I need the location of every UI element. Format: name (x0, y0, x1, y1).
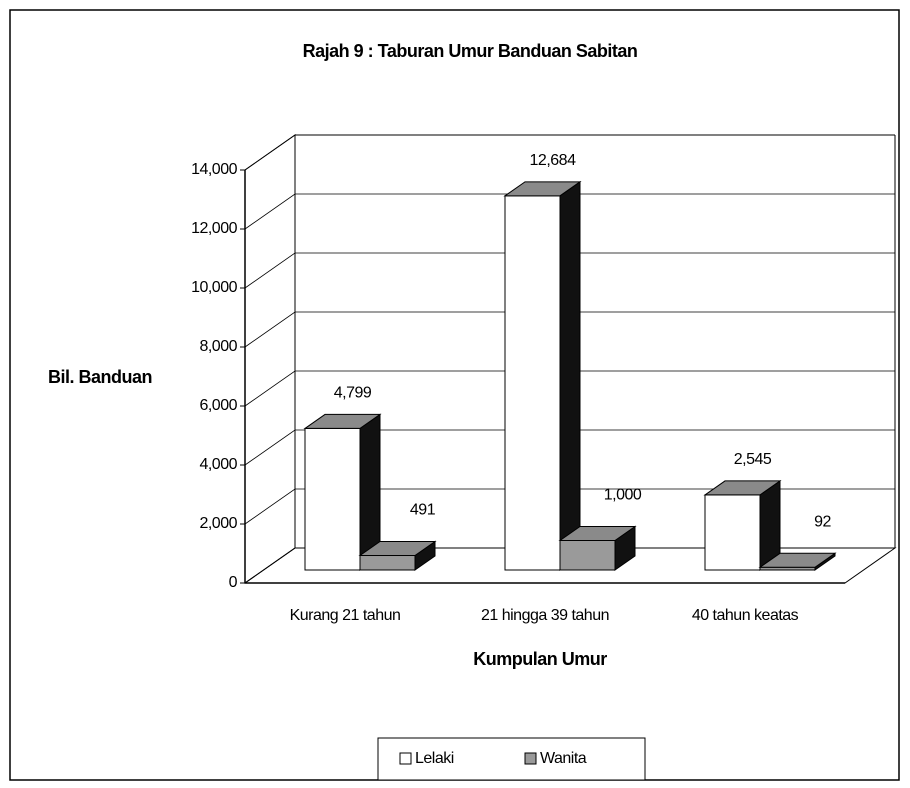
y-tick-label: 4,000 (199, 456, 237, 473)
grid-line (244, 311, 895, 348)
grid-line (244, 429, 895, 466)
y-tick-label: 2,000 (199, 515, 237, 532)
y-tick-label: 10,000 (191, 279, 238, 296)
grid-line (244, 370, 895, 407)
y-tick-label: 12,000 (191, 220, 238, 237)
x-tick-label: 21 hingga 39 tahun (481, 607, 609, 624)
bar-front (359, 555, 416, 571)
legend-swatch (399, 752, 412, 765)
y-tick-label: 8,000 (199, 338, 237, 355)
bar-top (503, 181, 582, 197)
x-tick-label: Kurang 21 tahun (290, 607, 401, 624)
bar-front (559, 540, 616, 571)
bar-front (504, 195, 561, 571)
data-label: 92 (814, 514, 831, 531)
grid-line (244, 193, 895, 230)
grid-line (244, 252, 895, 289)
y-tick-label: 6,000 (199, 397, 237, 414)
y-tick-label: 14,000 (191, 161, 238, 178)
bar-top (558, 526, 637, 541)
data-label: 1,000 (604, 487, 642, 504)
y-axis-label: Bil. Banduan (48, 367, 152, 387)
chart-border (9, 9, 900, 781)
grid-line (244, 134, 895, 171)
data-label: 2,545 (734, 451, 772, 468)
legend-box (377, 737, 646, 781)
grid-line (244, 488, 895, 525)
data-label: 4,799 (334, 385, 372, 402)
data-label: 12,684 (530, 152, 577, 169)
bar-front (704, 494, 761, 571)
y-tick-label: 0 (229, 574, 238, 591)
chart-title: Rajah 9 : Taburan Umur Banduan Sabitan (303, 41, 638, 61)
bar-front (304, 427, 361, 571)
legend-label: Lelaki (415, 750, 454, 767)
bar-top (703, 480, 782, 496)
data-label: 491 (410, 502, 436, 519)
x-tick-label: 40 tahun keatas (692, 607, 799, 624)
legend-label: Wanita (540, 750, 587, 767)
legend-swatch (524, 752, 537, 765)
bar-side (559, 180, 581, 571)
bar-top (358, 541, 437, 557)
grid-line (244, 547, 895, 584)
bar-top (303, 413, 382, 429)
x-axis-label: Kumpulan Umur (473, 649, 607, 669)
bar-top (758, 552, 837, 568)
